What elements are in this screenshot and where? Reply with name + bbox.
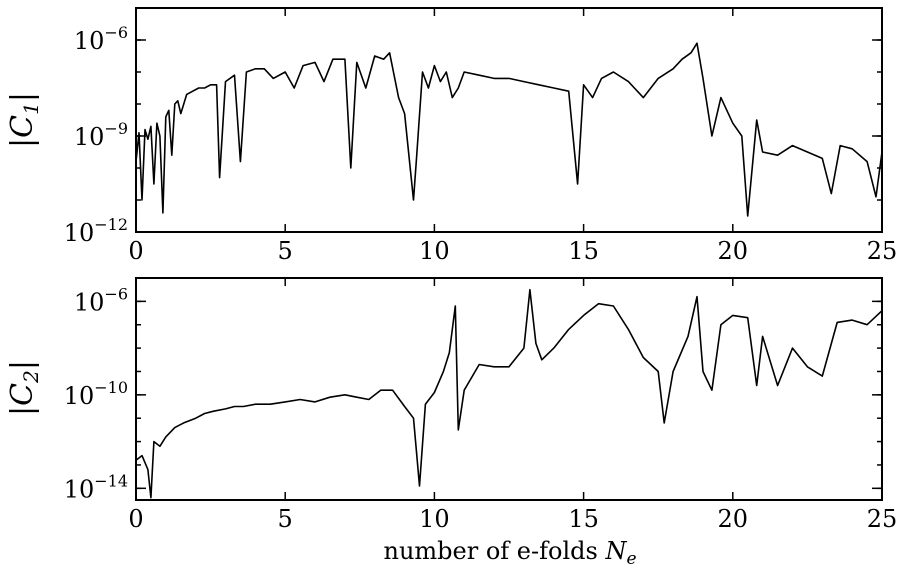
panel-bottom-y-label-body: |C [5, 383, 40, 416]
panel-top-y-ticks: 10−6 10−9 10−12 [64, 7, 882, 247]
panel-bottom-x-tick-label: 25 [867, 505, 898, 533]
panel-top-y-tick-label: 10−12 [64, 215, 128, 247]
panel-top-x-tick-label: 15 [568, 237, 599, 265]
panel-bottom-x-tick-label: 20 [718, 505, 749, 533]
panel-bottom-x-tick-label: 15 [568, 505, 599, 533]
panel-top-y-label-close: | [5, 92, 40, 102]
x-axis-label-sub: e [626, 549, 636, 569]
panel-bottom-x-tick-label: 10 [419, 505, 450, 533]
panel-top-x-tick-label: 20 [718, 237, 749, 265]
panel-top-series-group [135, 42, 883, 217]
panel-top-y-label-sub: 1 [19, 102, 43, 115]
panel-bottom-x-tick-label: 5 [278, 505, 293, 533]
panel-top-x-ticks: 0 5 10 15 20 25 [128, 8, 897, 265]
panel-top-y-label-body: |C [5, 115, 40, 148]
panel-top-y-tick-label: 10−9 [74, 119, 128, 151]
panel-bottom-y-tick-label: 10−10 [64, 378, 128, 410]
panel-bottom-y-ticks: 10−6 10−10 10−14 [64, 277, 882, 503]
panel-top-y-label: |C1| [5, 92, 43, 148]
panel-bottom-series-group [135, 288, 883, 499]
x-axis-label-text: number of e-folds [384, 537, 606, 565]
x-axis-label: number of e-folds Ne [384, 537, 637, 569]
panel-top-series-line-0 [135, 42, 883, 217]
panel-bottom-y-label-close: | [5, 360, 40, 370]
panel-bottom-y-label: |C2| [5, 360, 43, 416]
panel-top-x-tick-label: 5 [278, 237, 293, 265]
panel-top-x-tick-label: 10 [419, 237, 450, 265]
panel-bottom-y-tick-label: 10−14 [64, 471, 128, 503]
panel-bottom-c2: 10−6 10−10 10−14 0 5 10 15 20 25 |C2| number of… [5, 277, 897, 569]
panel-bottom-series-line-0 [135, 288, 883, 499]
panel-bottom-x-ticks: 0 5 10 15 20 25 [128, 278, 897, 533]
panel-top-frame [135, 7, 883, 233]
panel-top-c1: 10−6 10−9 10−12 0 5 10 15 20 25 |C1| [5, 7, 897, 265]
panel-bottom-y-tick-label: 10−6 [74, 284, 128, 316]
panel-top-x-tick-label: 0 [128, 237, 143, 265]
panel-bottom-frame [135, 277, 883, 501]
panel-top-y-tick-label: 10−6 [74, 23, 128, 55]
panel-top-x-tick-label: 25 [867, 237, 898, 265]
panel-bottom-x-tick-label: 0 [128, 505, 143, 533]
x-axis-label-symbol: N [604, 537, 627, 565]
panel-bottom-y-label-sub: 2 [19, 370, 43, 384]
